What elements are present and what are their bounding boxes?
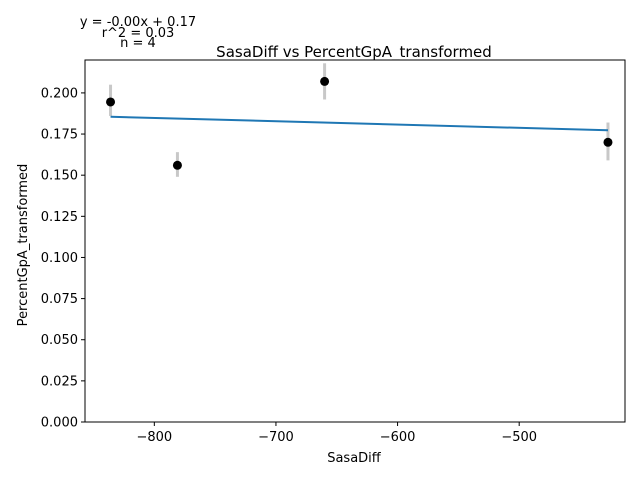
regression-line [110, 115, 609, 132]
data-point-2 [320, 76, 330, 86]
y-tick-label-6: 0.150 [41, 169, 78, 184]
chart-title: SasaDiff vs PercentGpA_transformed [216, 43, 492, 62]
y-tick-label-3: 0.075 [41, 292, 78, 307]
y-tick-label-5: 0.125 [41, 210, 78, 225]
y-tick-label-4: 0.100 [41, 251, 78, 266]
equation-annotation: y = -0.00x + 0.17 [80, 15, 196, 30]
regression-annotations: y = -0.00x + 0.17 r^2 = 0.03 n = 4 [80, 15, 196, 51]
x-tick-label-3: −500 [501, 430, 537, 445]
y-tick-label-7: 0.175 [41, 128, 78, 143]
y-tick-label-1: 0.025 [41, 374, 78, 389]
y-axis-label: PercentGpA_transformed [16, 164, 31, 327]
r-squared-annotation: r^2 = 0.03 [102, 26, 175, 41]
y-tick-label-0: 0.000 [41, 416, 78, 431]
y-axis: 0.000 0.025 0.050 0.075 0.100 0.125 0.150 0.175… [41, 86, 85, 431]
data-point-1 [172, 160, 182, 170]
data-point-3 [603, 137, 613, 147]
plot-frame [84, 59, 626, 423]
y-tick-label-8: 0.200 [41, 86, 78, 101]
y-tick-label-2: 0.050 [41, 333, 78, 348]
x-tick-label-2: −600 [380, 430, 416, 445]
data-point-0 [106, 97, 116, 107]
plot-area [106, 63, 613, 177]
n-annotation: n = 4 [120, 36, 156, 51]
x-tick-label-1: −700 [258, 430, 294, 445]
x-tick-label-0: −800 [136, 430, 172, 445]
x-axis-label: SasaDiff [327, 451, 382, 466]
x-axis: −800 −700 −600 −500 [136, 422, 537, 445]
